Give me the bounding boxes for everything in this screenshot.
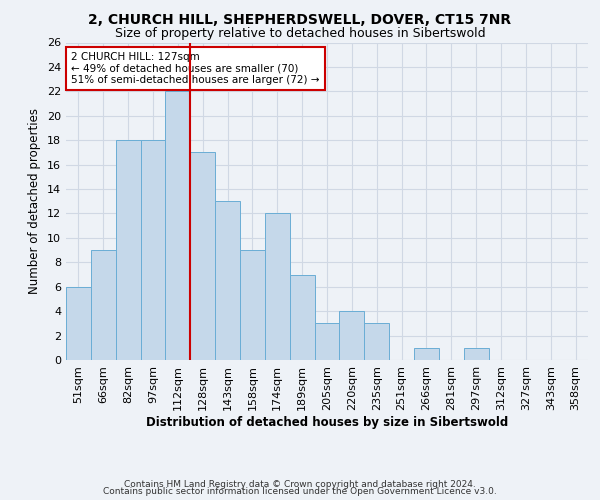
Bar [265, 214, 290, 360]
Bar [464, 348, 488, 360]
Bar [290, 274, 314, 360]
Text: Size of property relative to detached houses in Sibertswold: Size of property relative to detached ho… [115, 28, 485, 40]
Bar [66, 286, 91, 360]
Bar [215, 201, 240, 360]
Bar [340, 311, 364, 360]
Text: Contains public sector information licensed under the Open Government Licence v3: Contains public sector information licen… [103, 487, 497, 496]
Bar [91, 250, 116, 360]
Y-axis label: Number of detached properties: Number of detached properties [28, 108, 41, 294]
Bar [314, 324, 340, 360]
Text: Contains HM Land Registry data © Crown copyright and database right 2024.: Contains HM Land Registry data © Crown c… [124, 480, 476, 489]
Bar [190, 152, 215, 360]
Text: 2 CHURCH HILL: 127sqm
← 49% of detached houses are smaller (70)
51% of semi-deta: 2 CHURCH HILL: 127sqm ← 49% of detached … [71, 52, 320, 85]
Bar [240, 250, 265, 360]
X-axis label: Distribution of detached houses by size in Sibertswold: Distribution of detached houses by size … [146, 416, 508, 428]
Bar [116, 140, 140, 360]
Bar [364, 324, 389, 360]
Bar [166, 92, 190, 360]
Bar [414, 348, 439, 360]
Text: 2, CHURCH HILL, SHEPHERDSWELL, DOVER, CT15 7NR: 2, CHURCH HILL, SHEPHERDSWELL, DOVER, CT… [88, 12, 512, 26]
Bar [140, 140, 166, 360]
